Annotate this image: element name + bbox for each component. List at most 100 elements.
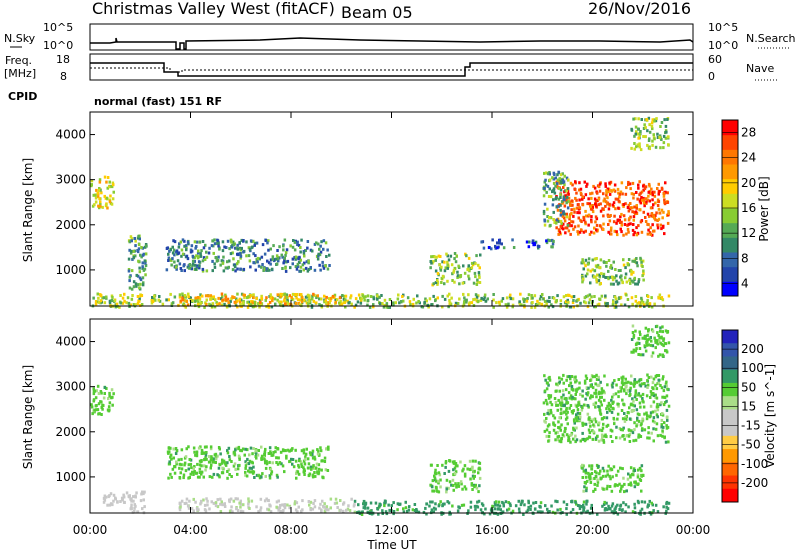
scatter-cell bbox=[555, 221, 558, 225]
scatter-cell bbox=[297, 301, 300, 305]
scatter-cell bbox=[650, 124, 654, 128]
scatter-cell bbox=[640, 500, 644, 504]
scatter-cell bbox=[651, 139, 654, 143]
scatter-cell bbox=[108, 198, 112, 202]
scatter-cell bbox=[283, 302, 287, 306]
scatter-cell bbox=[550, 411, 553, 415]
scatter-cell bbox=[92, 392, 96, 396]
scatter-cell bbox=[596, 478, 599, 482]
scatter-cell bbox=[634, 282, 637, 286]
scatter-cell bbox=[457, 264, 460, 268]
scatter-cell bbox=[649, 343, 653, 347]
scatter-cell bbox=[350, 497, 353, 501]
scatter-cell bbox=[469, 500, 473, 504]
scatter-cell bbox=[268, 300, 272, 304]
scatter-cell bbox=[655, 405, 659, 409]
scatter-cell bbox=[579, 505, 582, 508]
scatter-cell bbox=[630, 338, 634, 341]
scatter-cell bbox=[632, 439, 635, 443]
scatter-cell bbox=[323, 502, 326, 506]
scatter-cell bbox=[437, 254, 441, 258]
scatter-cell bbox=[135, 273, 138, 277]
scatter-cell bbox=[178, 293, 182, 297]
scatter-cell bbox=[561, 433, 565, 437]
scatter-cell bbox=[108, 180, 111, 184]
scatter-cell bbox=[656, 402, 659, 406]
scatter-cell bbox=[626, 227, 630, 231]
scatter-cell bbox=[229, 299, 232, 303]
scatter-cell bbox=[637, 224, 640, 228]
scatter-cell bbox=[456, 276, 459, 279]
scatter-cell bbox=[196, 475, 200, 479]
scatter-cell bbox=[648, 499, 651, 503]
scatter-cell bbox=[140, 246, 143, 249]
scatter-cell bbox=[112, 392, 115, 396]
scatter-cell bbox=[221, 261, 225, 265]
scatter-cell bbox=[600, 433, 604, 437]
scatter-cell bbox=[635, 145, 638, 149]
scatter-cell bbox=[250, 294, 253, 298]
scatter-cell bbox=[139, 282, 142, 286]
scatter-cell bbox=[249, 239, 253, 243]
scatter-cell bbox=[569, 396, 573, 400]
scatter-cell bbox=[603, 374, 606, 378]
scatter-cell bbox=[628, 278, 631, 282]
scatter-cell bbox=[247, 502, 250, 506]
scatter-cell bbox=[417, 510, 421, 514]
scatter-cell bbox=[599, 380, 602, 384]
scatter-cell bbox=[311, 507, 315, 511]
scatter-cell bbox=[143, 259, 147, 263]
scatter-cell bbox=[357, 293, 361, 297]
scatter-cell bbox=[617, 390, 620, 394]
scatter-cell bbox=[557, 232, 560, 236]
colorbar-tick-label: -200 bbox=[741, 476, 768, 490]
scatter-cell bbox=[127, 269, 131, 273]
scatter-cell bbox=[636, 418, 639, 422]
scatter-cell bbox=[232, 499, 236, 503]
colorbar-tick-label: 200 bbox=[741, 342, 764, 356]
scatter-cell bbox=[647, 139, 651, 142]
scatter-cell bbox=[605, 191, 608, 195]
scatter-cell bbox=[565, 302, 569, 306]
scatter-cell bbox=[501, 297, 505, 301]
scatter-cell bbox=[210, 456, 214, 460]
scatter-cell bbox=[648, 137, 651, 141]
scatter-cell bbox=[494, 503, 497, 507]
scatter-cell bbox=[326, 267, 330, 271]
scatter-cell bbox=[430, 255, 433, 259]
colorbar-tick-label: 50 bbox=[741, 380, 756, 394]
scatter-cell bbox=[626, 477, 630, 481]
scatter-cell bbox=[615, 221, 618, 225]
scatter-cell bbox=[462, 467, 465, 471]
scatter-cell bbox=[649, 396, 652, 399]
scatter-cell bbox=[643, 382, 646, 385]
scatter-cell bbox=[627, 209, 631, 213]
colorbar-segment bbox=[722, 149, 738, 165]
scatter-cell bbox=[181, 298, 185, 302]
colorbar-segment bbox=[722, 435, 738, 450]
colorbar-segment bbox=[722, 281, 738, 297]
scatter-cell bbox=[543, 223, 547, 227]
scatter-cell bbox=[313, 499, 317, 503]
scatter-cell bbox=[630, 296, 634, 300]
scatter-cell bbox=[349, 296, 352, 300]
scatter-cell bbox=[594, 275, 597, 279]
scatter-cell bbox=[533, 305, 537, 309]
scatter-cell bbox=[631, 302, 634, 306]
scatter-cell bbox=[651, 193, 654, 197]
scatter-cell bbox=[649, 336, 652, 339]
scatter-cell bbox=[546, 238, 550, 242]
scatter-cell bbox=[324, 468, 328, 472]
scatter-cell bbox=[284, 269, 288, 273]
scatter-cell bbox=[587, 471, 590, 475]
scatter-cell bbox=[648, 123, 651, 127]
scatter-cell bbox=[591, 210, 595, 214]
scatter-cell bbox=[492, 298, 495, 302]
scatter-cell bbox=[560, 221, 563, 225]
scatter-cell bbox=[610, 232, 613, 236]
scatter-cell bbox=[237, 253, 240, 257]
scatter-cell bbox=[584, 471, 588, 475]
colorbar-tick-label: -15 bbox=[741, 419, 761, 433]
scatter-cell bbox=[433, 476, 437, 480]
scatter-cell bbox=[216, 258, 220, 262]
